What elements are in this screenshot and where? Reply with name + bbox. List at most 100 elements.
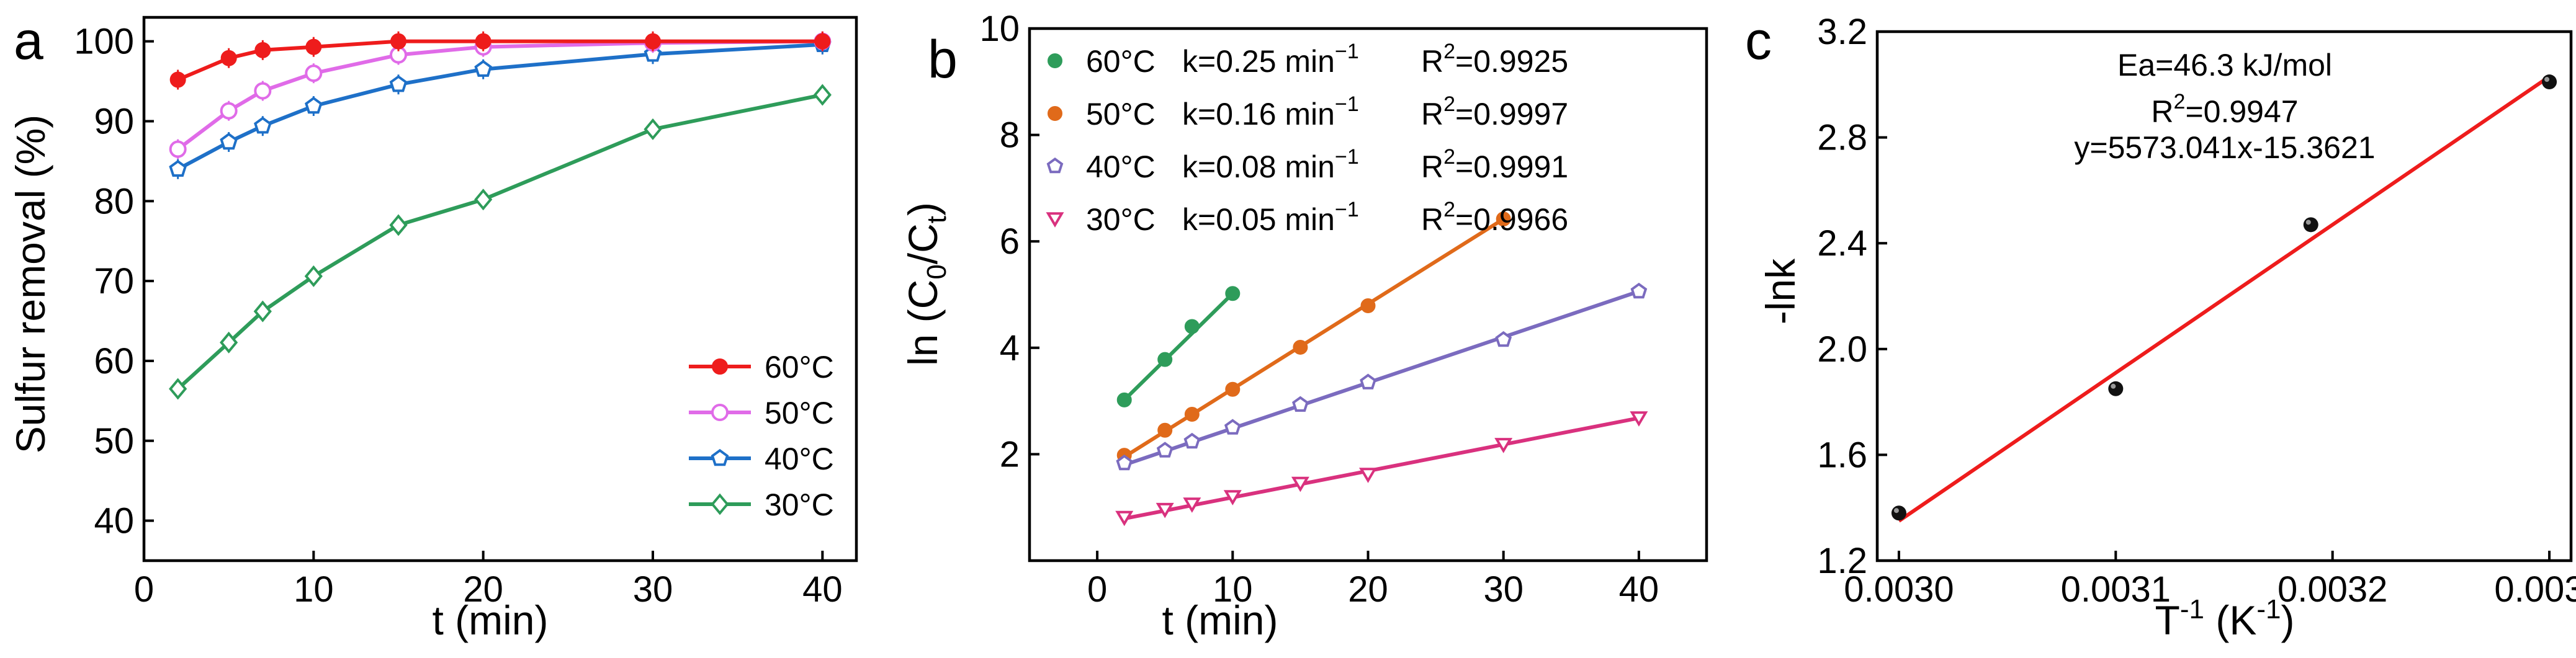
- panel-b-data-point: [1630, 282, 1648, 299]
- panel-b-legend: 60°C k=0.25 min−1 R2=0.9925 50°C k=0.16 min−…: [1046, 40, 1568, 237]
- panel-a-data-point: [813, 84, 832, 106]
- panel-b-data-point: [1360, 373, 1376, 389]
- panel-a-data-point: [390, 33, 406, 50]
- panel-c-equation-text: y=5573.041x-15.3621: [2074, 130, 2375, 165]
- panel-a-legend-label: 30°C: [765, 487, 834, 522]
- panel-b-series: [1115, 211, 1648, 527]
- panel-a-y-tick-label: 80: [94, 181, 134, 221]
- panel-c-data-point: [2303, 217, 2318, 233]
- panel-c-xlabel-sup1: -1: [2180, 594, 2204, 625]
- panel-a-legend-label: 50°C: [765, 396, 834, 430]
- panel-a-data-point: [645, 33, 661, 50]
- panel-c-r2-value: =0.9947: [2185, 94, 2298, 129]
- panel-b-legend-marker: [1048, 106, 1062, 121]
- panel-a-ticks: 0 10 20 30 40 40 50 60 70 80 90 100: [74, 22, 842, 610]
- panel-c-data-point-highlight: [1893, 508, 1899, 514]
- panel-a-data-point: [644, 118, 662, 140]
- panel-b-data-point: [1495, 331, 1512, 347]
- panel-c-label: c: [1745, 11, 1772, 71]
- panel-a-data-point: [220, 50, 237, 66]
- panel-a-data-point: [305, 38, 322, 55]
- panel-b-fit-line: [1123, 292, 1234, 402]
- panel-c-xlabel-sup2: -1: [2256, 594, 2281, 625]
- panel-b-legend-r2-sup: 2: [1443, 40, 1455, 63]
- panel-b-x-axis-label: t (min): [1162, 597, 1278, 643]
- panel-b-y-tick-label: 10: [979, 9, 1020, 49]
- panel-c-y-tick-label: 2.0: [1817, 329, 1867, 370]
- panel-b-legend-marker: [1046, 157, 1064, 174]
- panel-a-legend-marker: [711, 448, 729, 466]
- panel-b-x-tick-label: 20: [1348, 569, 1388, 610]
- panel-b-legend-temp: 30°C: [1086, 202, 1156, 237]
- panel-a-data-point: [475, 33, 491, 50]
- panel-b-data-point: [1157, 352, 1173, 367]
- panel-c-xlabel-mid: (K: [2204, 597, 2256, 643]
- panel-b-legend-r2-sup: 2: [1443, 145, 1455, 169]
- panel-a-data-point: [254, 82, 272, 100]
- panel-a-data-point: [253, 300, 272, 322]
- panel-b-legend-k-sup: −1: [1335, 40, 1359, 63]
- panel-c-series: [1891, 74, 2557, 523]
- panel-a-data-point: [220, 331, 238, 353]
- panel-a-y-tick-label: 100: [74, 22, 134, 62]
- panel-a: a Sulfur removal (%) t (min) 0 10 20 30 40 40…: [7, 11, 858, 643]
- panel-b-fit-line: [1123, 290, 1640, 467]
- panel-c-r2-text: R2=0.9947: [2151, 90, 2298, 129]
- panel-b-data-point: [1496, 211, 1511, 227]
- panel-b-x-tick-label: 10: [1213, 569, 1253, 610]
- panel-a-data-point: [220, 132, 238, 150]
- panel-c-data-point-highlight: [2544, 77, 2550, 82]
- panel-c-x-tick-label: 0.0030: [1844, 569, 1954, 610]
- panel-b-ticks: 0 10 20 30 40 2 4 6 8 10: [979, 9, 1659, 610]
- panel-b-x-tick-label: 30: [1483, 569, 1524, 610]
- panel-b-data-point: [1184, 407, 1200, 422]
- panel-c: c -lnk T-1 (K-1) 0.0030 0.0031 0.0032 0.003…: [1745, 11, 2576, 643]
- panel-b-y-tick-label: 8: [1000, 115, 1020, 156]
- panel-b-legend-temp: 50°C: [1086, 97, 1156, 131]
- panel-a-legend-marker: [711, 493, 729, 515]
- panel-b-data-point: [1157, 422, 1173, 438]
- panel-b-ylabel-sub2: t: [922, 216, 952, 223]
- panel-c-x-axis-label: T-1 (K-1): [2155, 594, 2295, 643]
- panel-b-label: b: [928, 30, 958, 89]
- panel-a-data-point: [169, 71, 186, 88]
- panel-b-ylabel-sub1: 0: [922, 264, 952, 279]
- panel-b-data-point: [1184, 319, 1200, 334]
- panel-a-legend-marker: [712, 358, 728, 375]
- panel-a-x-tick-label: 20: [463, 569, 503, 610]
- panel-a-y-tick-label: 50: [94, 421, 134, 461]
- panel-a-label: a: [14, 11, 43, 71]
- panel-a-data-point: [474, 60, 492, 77]
- panel-b-legend-marker: [1046, 212, 1064, 228]
- panel-a-y-tick-label: 90: [94, 101, 134, 141]
- panel-a-y-tick-label: 60: [94, 341, 134, 381]
- panel-c-y-tick-label: 1.6: [1817, 435, 1867, 475]
- panel-b-data-point: [1494, 438, 1513, 453]
- panel-b-legend-r2-value: =0.9991: [1455, 149, 1568, 184]
- panel-c-r2-sup: 2: [2174, 90, 2186, 113]
- panel-b-data-point: [1225, 286, 1241, 301]
- panel-b-y-tick-label: 2: [1000, 434, 1020, 474]
- panel-a-x-tick-label: 0: [134, 569, 154, 610]
- panel-c-xlabel-end: ): [2281, 597, 2294, 643]
- panel-c-fit-line: [1898, 75, 2551, 523]
- panel-b-legend-r2: R2=0.9966: [1421, 198, 1568, 237]
- panel-a-legend-label: 40°C: [765, 442, 834, 476]
- panel-c-y-tick-label: 3.2: [1817, 12, 1867, 52]
- panel-b-legend-k: k=0.05 min−1: [1182, 198, 1359, 237]
- panel-a-legend-marker: [711, 404, 729, 421]
- panel-b-data-point: [1359, 468, 1377, 483]
- panel-b-legend-k: k=0.16 min−1: [1182, 92, 1359, 131]
- panel-b-x-tick-label: 40: [1619, 569, 1659, 610]
- panel-c-x-tick-label: 0.0031: [2061, 569, 2171, 610]
- panel-b-data-point: [1223, 490, 1242, 505]
- panel-b-legend-temp: 40°C: [1086, 149, 1156, 184]
- panel-a-y-tick-label: 70: [94, 261, 134, 301]
- panel-b-legend-k: k=0.25 min−1: [1182, 40, 1359, 79]
- panel-a-data-point: [169, 140, 187, 158]
- panel-b-data-point: [1116, 392, 1132, 407]
- panel-a-data-point: [814, 33, 831, 50]
- panel-a-series-line: [177, 42, 823, 171]
- panel-b-data-point: [1630, 411, 1648, 427]
